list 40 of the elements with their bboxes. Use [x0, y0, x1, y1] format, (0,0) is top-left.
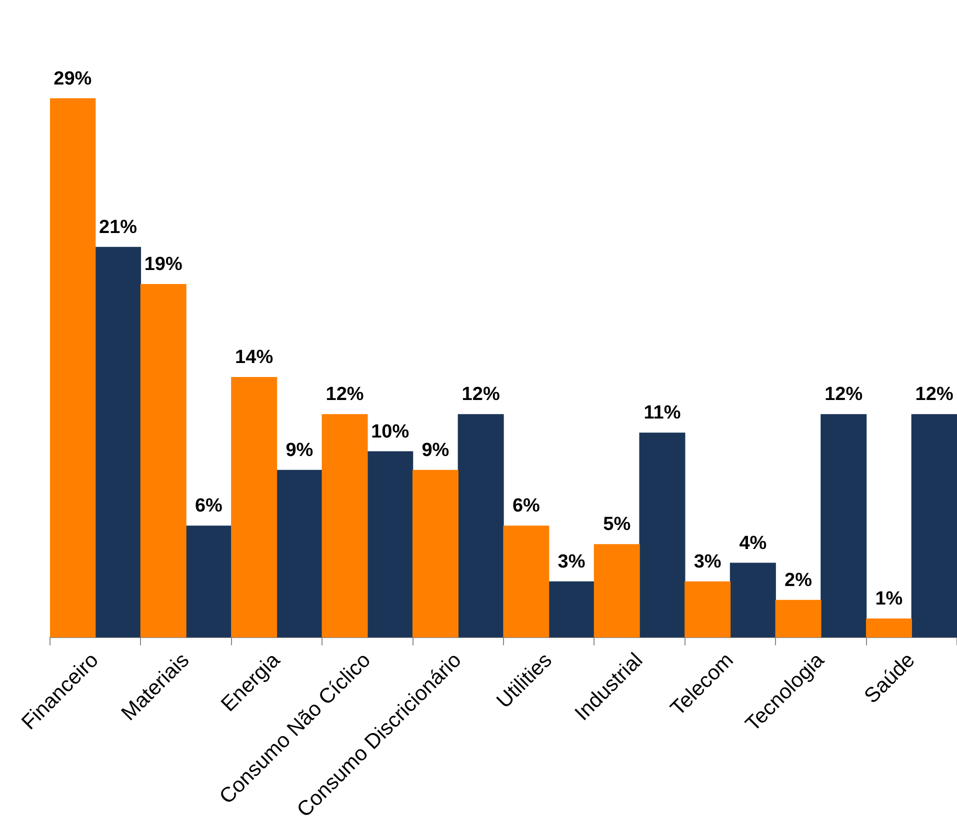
- data-label: 10%: [371, 421, 410, 442]
- data-label: 1%: [875, 588, 903, 610]
- bar: [594, 544, 640, 638]
- data-label: 9%: [422, 440, 450, 461]
- data-label: 19%: [144, 254, 182, 276]
- data-label: 3%: [694, 551, 722, 572]
- data-label: 21%: [99, 216, 138, 238]
- bar: [775, 600, 822, 638]
- data-label: 11%: [644, 402, 681, 424]
- data-label: 12%: [326, 384, 364, 406]
- bar: [231, 376, 278, 638]
- data-label: 29%: [54, 68, 92, 90]
- data-label: 6%: [194, 496, 223, 517]
- bar: [639, 432, 686, 638]
- bar: [186, 526, 232, 638]
- bar: [367, 451, 414, 638]
- data-label: 2%: [784, 570, 812, 591]
- bar: [548, 581, 595, 638]
- bar: [276, 470, 322, 638]
- data-label: 12%: [462, 384, 500, 406]
- bar: [458, 414, 504, 638]
- bar: [684, 581, 731, 638]
- data-label: 5%: [603, 514, 631, 536]
- data-label: 4%: [739, 532, 767, 554]
- bar: [95, 246, 142, 638]
- bar: [820, 414, 867, 638]
- bar: [730, 562, 776, 638]
- bar: [322, 414, 368, 638]
- data-label: 14%: [235, 347, 274, 368]
- bar: [503, 526, 550, 638]
- data-label: 3%: [558, 551, 586, 572]
- bar: [412, 470, 458, 638]
- bar: [140, 284, 186, 638]
- data-label: 12%: [915, 384, 954, 406]
- bar: [866, 618, 912, 638]
- data-label: 9%: [286, 440, 314, 461]
- data-label: 12%: [824, 384, 863, 406]
- data-label: 6%: [512, 496, 540, 517]
- bar: [50, 98, 96, 638]
- bar: [911, 414, 957, 638]
